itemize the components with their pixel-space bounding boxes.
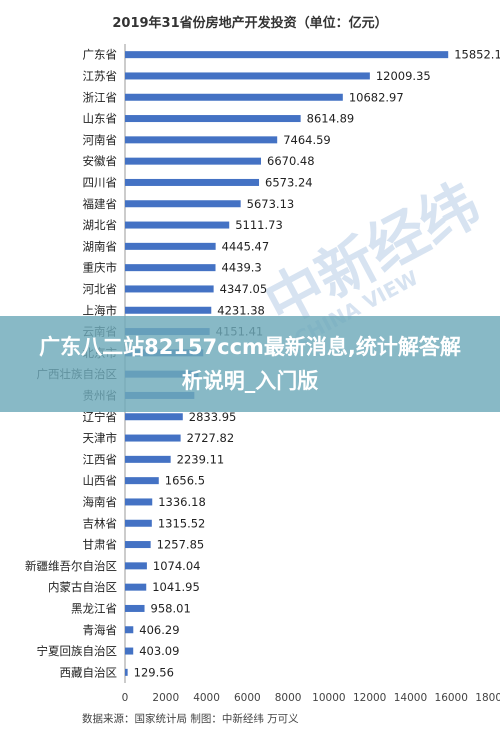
bar [125,434,181,442]
value-label: 1315.52 [158,516,206,530]
headline-banner: 广东八二站82157ccm最新消息,统计解答解析说明_入门版 [0,316,500,412]
category-label: 上海市 [83,303,118,317]
category-label: 广东省 [83,48,118,62]
value-label: 403.09 [139,644,179,658]
value-label: 4439.3 [222,261,262,275]
category-label: 江苏省 [83,69,118,83]
headline-text: 广东八二站82157ccm最新消息,统计解答解析说明_入门版 [39,335,461,393]
bar [125,136,278,144]
x-tick-label: 14000 [394,692,427,704]
value-label: 15852.16 [454,48,500,62]
value-label: 2727.82 [187,431,235,445]
value-label: 6573.24 [265,175,313,189]
x-tick-label: 4000 [193,692,220,704]
value-label: 2833.95 [189,410,237,424]
bar [125,498,153,506]
bar [125,178,260,186]
category-label: 湖北省 [83,218,118,232]
bar [125,583,147,591]
category-label: 青海省 [83,623,118,637]
category-label: 新疆维吾尔自治区 [25,559,117,573]
x-tick-label: 12000 [353,692,386,704]
value-label: 12009.35 [376,69,431,83]
bar [125,93,343,101]
category-label: 内蒙古自治区 [48,580,117,594]
value-label: 4445.47 [222,239,270,253]
value-label: 1257.85 [157,538,205,552]
value-label: 1336.18 [158,495,206,509]
x-tick-label: 6000 [234,692,261,704]
value-label: 2239.11 [177,452,225,466]
category-label: 山西省 [83,474,118,488]
x-tick-labels: 0 2000 4000 6000 8000 10000 12000 14000 16000 180… [122,692,500,704]
value-label: 4347.05 [220,282,268,296]
category-label: 山东省 [83,112,118,126]
bar [125,306,212,314]
category-label: 福建省 [83,197,118,211]
category-label: 河北省 [83,282,118,296]
value-label: 8614.89 [307,112,355,126]
category-label: 甘肃省 [83,538,118,552]
category-label: 安徽省 [83,154,118,168]
value-label: 5111.73 [235,218,283,232]
value-label: 1041.95 [152,580,200,594]
value-label: 7464.59 [283,133,331,147]
category-label: 湖南省 [83,239,118,253]
bar [125,51,449,59]
bar [125,413,183,421]
x-tick-label: 8000 [275,692,302,704]
category-label: 河南省 [83,133,118,147]
x-tick-label: 10000 [312,692,345,704]
value-label: 406.29 [139,623,179,637]
category-label: 辽宁省 [83,410,118,424]
value-label: 1656.5 [165,474,205,488]
category-label: 西藏自治区 [60,665,118,679]
category-label: 天津市 [83,431,118,445]
bar [125,200,241,208]
bar [125,668,128,676]
watermark-brand: 中新经纬 [254,170,491,339]
bar [125,285,214,293]
value-label: 10682.97 [349,90,404,104]
value-label: 6670.48 [267,154,315,168]
bar [125,477,159,485]
category-label: 江西省 [83,452,118,466]
category-label: 重庆市 [83,261,118,275]
bar [125,242,216,250]
x-tick-label: 0 [122,692,129,704]
bar [125,115,301,123]
bar [125,157,262,165]
category-label: 海南省 [83,495,118,509]
value-label: 958.01 [151,601,191,615]
bar [125,562,147,570]
bar [125,626,134,634]
category-label: 吉林省 [83,516,118,530]
bar [125,604,145,612]
category-label: 黑龙江省 [71,601,117,615]
bar [125,264,216,272]
x-tick-label: 2000 [152,692,179,704]
value-label: 4231.38 [217,303,265,317]
category-label: 浙江省 [83,90,118,104]
bar [125,519,152,527]
x-tick-label: 16000 [435,692,468,704]
bar [125,541,151,549]
category-label: 宁夏回族自治区 [37,644,118,658]
category-label: 四川省 [83,175,118,189]
value-label: 129.56 [134,665,174,679]
bar [125,72,370,80]
source-note: 数据来源：国家统计局 制图：中新经纬 万可义 [82,712,299,725]
bar [125,455,171,463]
bar [125,647,134,655]
value-label: 1074.04 [153,559,201,573]
value-label: 5673.13 [247,197,295,211]
chart-title: 2019年31省份房地产开发投资（单位：亿元） [112,15,387,31]
x-tick-label: 18000 [475,692,500,704]
bar [125,221,230,229]
